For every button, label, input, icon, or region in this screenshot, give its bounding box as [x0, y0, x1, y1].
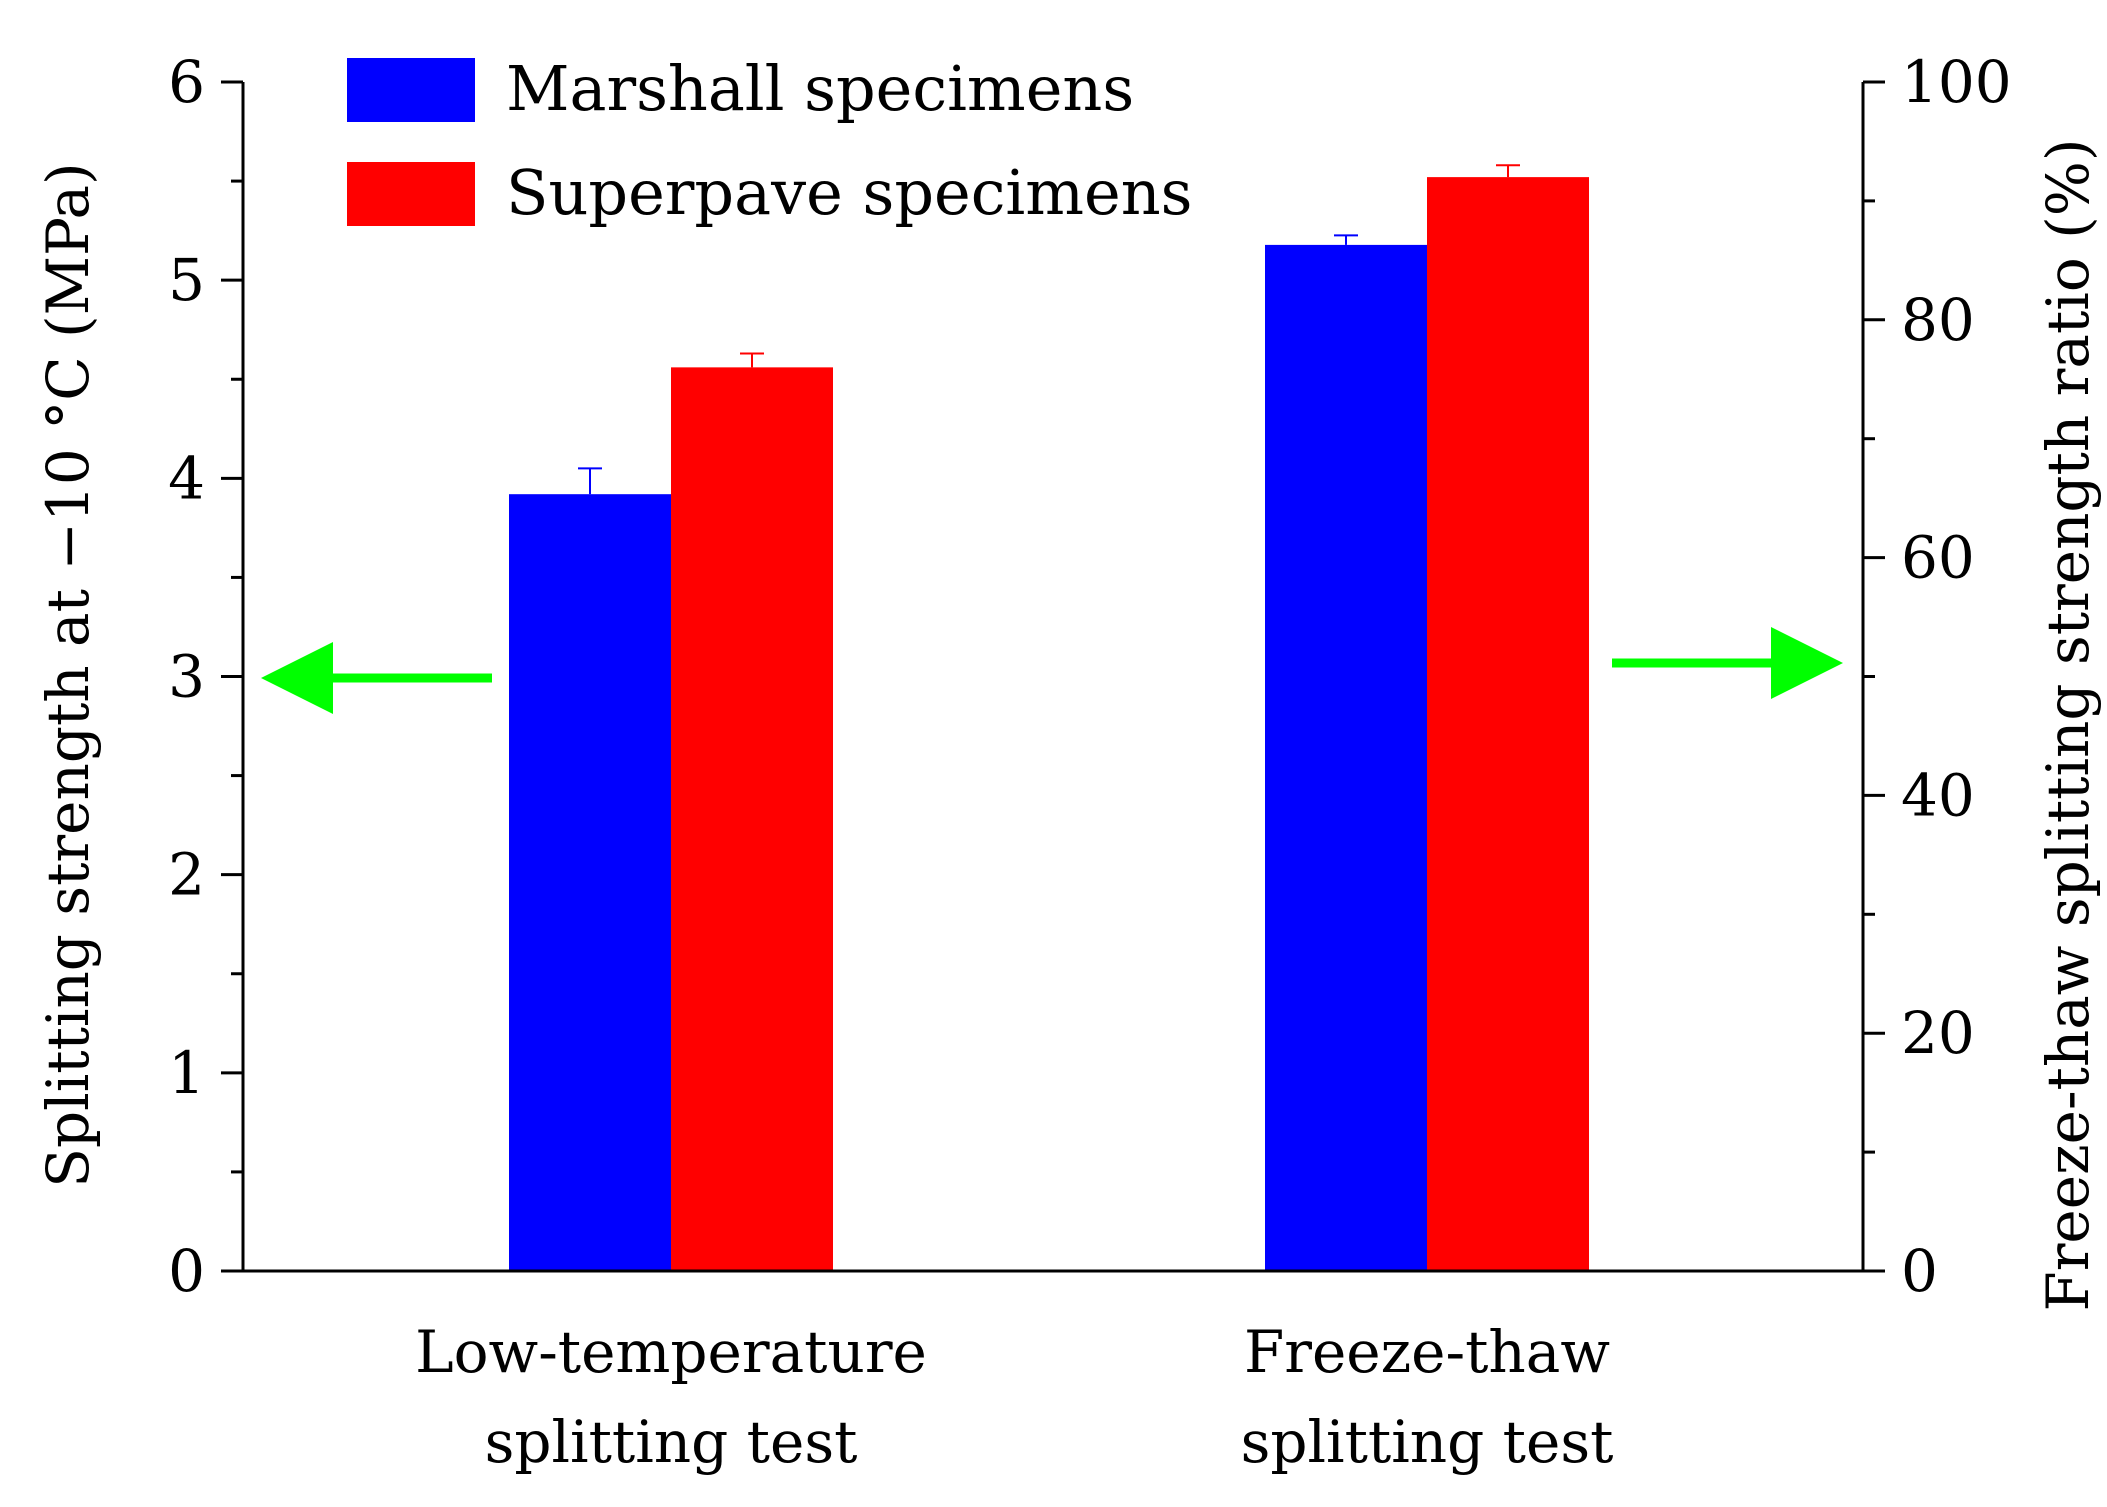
right-tick-label: 40	[1901, 761, 1975, 829]
left-tick-label: 1	[168, 1039, 205, 1107]
bar	[671, 367, 833, 1271]
bar	[1427, 177, 1589, 1271]
bar	[1265, 244, 1427, 1271]
category-label: Freeze-thaw	[1244, 1318, 1610, 1386]
left-tick-label: 0	[168, 1237, 205, 1305]
left-tick-label: 6	[168, 48, 205, 116]
right-tick-label: 80	[1901, 286, 1975, 354]
left-axis: 0 1 2 3 4 5 6	[168, 48, 245, 1305]
axis-arrows	[261, 627, 1843, 714]
category-label: splitting test	[485, 1408, 858, 1476]
left-tick-label: 5	[168, 246, 205, 314]
legend-swatch	[347, 162, 475, 226]
left-tick-label: 3	[168, 643, 205, 711]
right-tick-label: 100	[1901, 48, 2012, 116]
right-tick-label: 60	[1901, 524, 1975, 592]
right-tick-label: 20	[1901, 999, 1975, 1067]
legend-label: Superpave specimens	[506, 156, 1192, 229]
legend-label: Marshall specimens	[506, 52, 1134, 125]
category-label: splitting test	[1241, 1408, 1614, 1476]
category-label: Low-temperature	[415, 1318, 927, 1386]
right-tick-label: 0	[1901, 1237, 1938, 1305]
x-axis-labels: Low-temperature splitting test Freeze-thaw…	[415, 1318, 1613, 1476]
right-axis: 0 20 40 60 80 100	[1861, 48, 2012, 1305]
left-axis-title: Splitting strength at −10 °C (MPa)	[34, 162, 102, 1187]
bars	[509, 164, 1589, 1272]
left-tick-label: 4	[168, 444, 205, 512]
legend-swatch	[347, 58, 475, 122]
right-axis-title: Freeze-thaw splitting strength ratio (%)	[2034, 138, 2102, 1311]
left-tick-label: 2	[168, 841, 205, 909]
bar	[509, 494, 671, 1272]
legend: Marshall specimens Superpave specimens	[347, 52, 1192, 229]
